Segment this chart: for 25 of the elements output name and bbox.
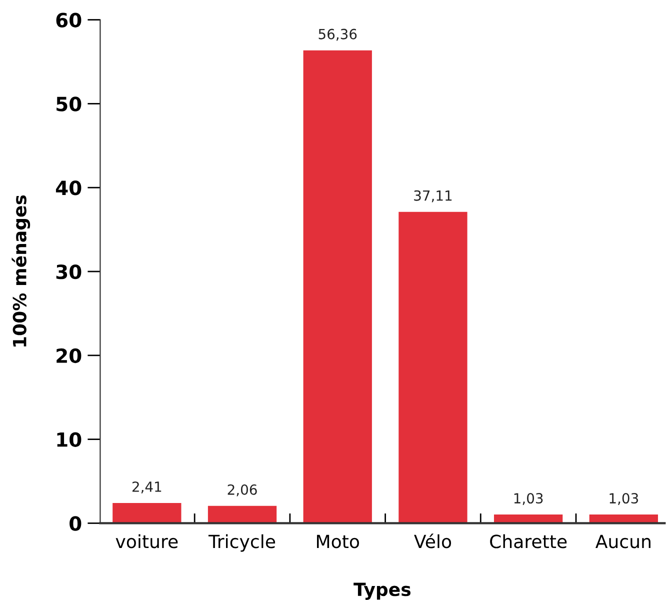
- y-axis-title: 100% ménages: [12, 195, 30, 347]
- y-tick-label: 50: [56, 96, 82, 112]
- x-tick-label: Moto: [317, 534, 360, 548]
- x-axis-title: Types: [354, 582, 411, 600]
- data-label: 1,03: [514, 493, 543, 505]
- y-tick-label: 30: [56, 264, 82, 280]
- x-tick-label: Aucun: [596, 534, 650, 548]
- bar: [112, 502, 182, 524]
- x-tick-label: voiture: [116, 534, 178, 548]
- y-tick-label: 60: [56, 12, 82, 28]
- x-tick-label: Charette: [490, 534, 567, 548]
- bar: [208, 506, 277, 524]
- y-tick-label: 20: [56, 348, 82, 364]
- y-tick-label: 40: [56, 180, 82, 196]
- data-label: 2,41: [132, 481, 162, 494]
- x-tick-label: Tricycle: [208, 534, 276, 552]
- x-tick-label: Vélo: [414, 534, 452, 548]
- data-label: 2,06: [228, 484, 257, 496]
- y-tick-label: 10: [57, 432, 82, 447]
- bar: [398, 212, 468, 524]
- data-label: 1,03: [610, 493, 638, 505]
- bar: [303, 50, 372, 524]
- data-label: 56,36: [318, 28, 357, 41]
- y-tick-label: 0: [70, 516, 82, 531]
- data-label: 37,11: [414, 190, 452, 202]
